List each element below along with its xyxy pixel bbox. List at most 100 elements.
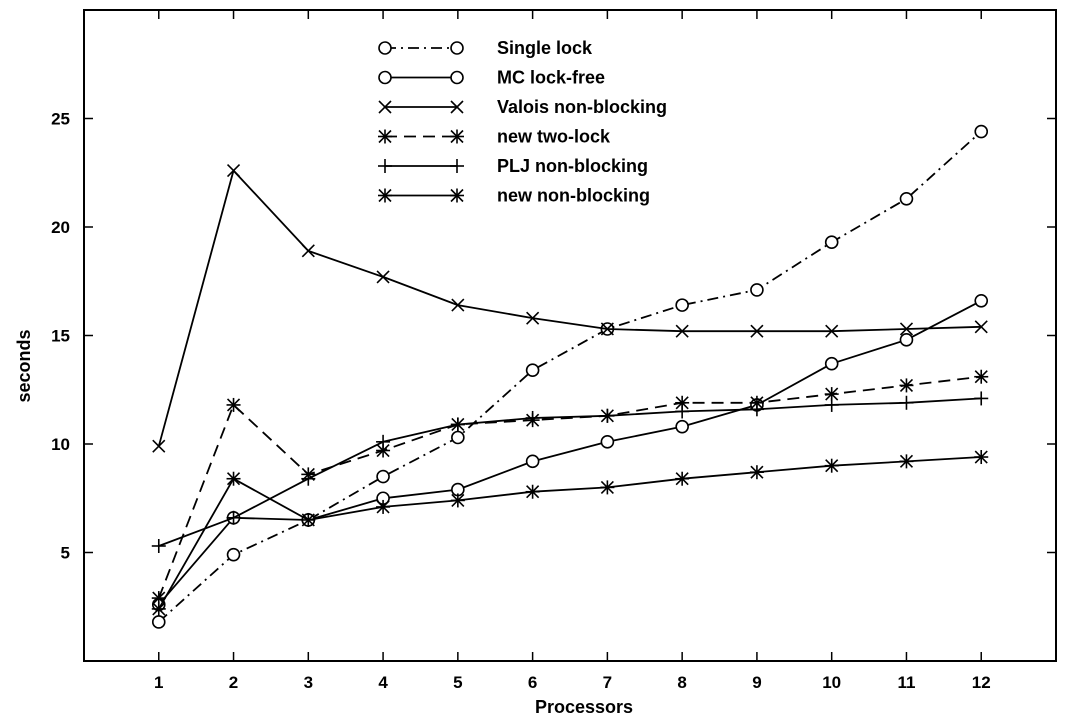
x-tick-label: 8 [677, 673, 686, 692]
series-5 [151, 391, 989, 553]
y-tick-label: 20 [51, 218, 70, 237]
data-point [824, 397, 839, 412]
series-line [158, 300, 982, 606]
data-point [376, 270, 390, 284]
data-point [525, 410, 540, 425]
data-point [376, 443, 391, 458]
x-tick-label: 1 [154, 673, 163, 692]
series-4 [151, 369, 989, 606]
legend-marker [450, 188, 464, 203]
data-point [525, 363, 540, 378]
series-line [158, 456, 982, 610]
x-tick-label: 10 [822, 673, 841, 692]
x-tick-label: 7 [603, 673, 612, 692]
series-2 [151, 293, 989, 612]
legend-marker [378, 159, 392, 173]
data-point [226, 510, 241, 525]
legend-marker [378, 100, 392, 114]
legend-marker [378, 41, 392, 55]
data-point [974, 450, 989, 465]
series-line [158, 130, 982, 623]
data-point [974, 369, 989, 384]
legend-marker [450, 100, 464, 114]
data-point [899, 333, 914, 347]
x-tick-label: 12 [972, 673, 991, 692]
series-layer [151, 124, 989, 629]
x-tick-label: 9 [752, 673, 761, 692]
legend-marker [450, 70, 464, 85]
data-point [226, 164, 241, 178]
legend: Single lock MC lock-free Valois non-blocki… [378, 38, 667, 206]
data-point [824, 356, 839, 371]
legend-marker [450, 129, 464, 144]
data-point [151, 601, 166, 616]
data-point [151, 538, 166, 553]
data-point [974, 391, 989, 406]
data-point [226, 397, 241, 412]
x-tick-label: 5 [453, 673, 462, 692]
data-point [451, 298, 465, 312]
legend-item: PLJ non-blocking [378, 156, 648, 176]
y-tick-label: 15 [51, 327, 70, 346]
data-point [974, 124, 989, 139]
data-point [600, 322, 614, 336]
data-point [899, 191, 914, 206]
data-point [226, 547, 241, 562]
x-tick-label: 2 [229, 673, 238, 692]
legend-label: MC lock-free [497, 68, 605, 88]
data-point [974, 320, 988, 334]
y-tick-label: 25 [51, 110, 70, 129]
data-point [525, 484, 540, 499]
y-tick-label: 10 [51, 435, 70, 454]
x-tick-label: 11 [897, 673, 915, 692]
series-line [157, 169, 982, 447]
data-point [226, 471, 241, 486]
data-point [301, 244, 315, 258]
legend-label: Valois non-blocking [497, 97, 667, 117]
legend-marker [378, 70, 392, 85]
legend-item: Valois non-blocking [378, 97, 667, 117]
legend-label: Single lock [497, 38, 593, 58]
x-tick-label: 3 [304, 673, 313, 692]
legend-label: PLJ non-blocking [497, 156, 648, 176]
data-point [675, 404, 690, 419]
data-point [376, 434, 391, 449]
series-3 [152, 164, 988, 453]
legend-item: MC lock-free [378, 68, 605, 88]
data-point [899, 378, 914, 393]
data-point [376, 469, 390, 484]
data-point [376, 499, 391, 514]
series-line [158, 397, 982, 547]
data-point [151, 615, 166, 629]
data-point [749, 465, 764, 480]
legend-item: new two-lock [378, 127, 611, 147]
data-point [600, 435, 615, 449]
data-point [600, 480, 615, 495]
data-point [974, 293, 989, 308]
data-point [450, 417, 465, 432]
data-point [899, 322, 914, 336]
legend-marker [450, 41, 464, 55]
data-point [525, 454, 540, 469]
data-point [152, 439, 166, 453]
legend-item: new non-blocking [378, 186, 650, 206]
x-tick-label: 6 [528, 673, 537, 692]
data-point [824, 235, 839, 249]
data-point [675, 395, 690, 410]
data-point [750, 283, 764, 297]
data-point [825, 324, 839, 338]
data-point [450, 493, 465, 508]
data-point [749, 402, 764, 417]
legend-marker [378, 188, 392, 203]
series-line [157, 375, 982, 599]
data-point [600, 408, 615, 423]
data-point [301, 471, 316, 486]
data-point [824, 458, 839, 473]
y-tick-label: 5 [61, 544, 70, 563]
legend-marker [450, 159, 464, 173]
data-point [675, 471, 690, 486]
legend-label: new two-lock [497, 127, 611, 147]
legend-item: Single lock [378, 38, 593, 58]
